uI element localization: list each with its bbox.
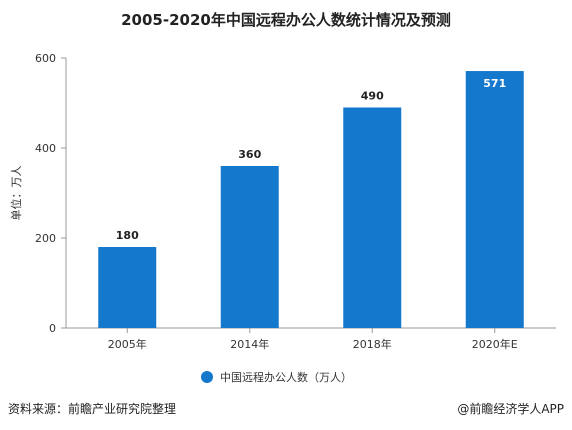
data-label: 360: [238, 148, 261, 161]
bar: [98, 247, 157, 328]
data-label: 490: [361, 90, 384, 103]
chart-title: 2005-2020年中国远程办公人数统计情况及预测: [121, 11, 451, 29]
bar: [220, 166, 279, 328]
source-note: 资料来源：前瞻产业研究院整理: [8, 402, 177, 416]
x-tick-label: 2018年: [353, 337, 392, 351]
x-tick-label: 2005年: [108, 337, 147, 351]
legend-marker: [201, 371, 213, 383]
y-tick-label: 0: [49, 322, 56, 335]
bar: [465, 71, 524, 329]
x-tick-label: 2020年E: [472, 337, 518, 351]
brand-credit: @前瞻经济学人APP: [457, 402, 564, 416]
data-label: 180: [116, 229, 139, 242]
legend-label: 中国远程办公人数（万人）: [220, 371, 352, 384]
y-tick-label: 200: [35, 232, 56, 245]
y-tick-label: 400: [35, 142, 56, 155]
bar: [343, 107, 402, 328]
x-tick-label: 2014年: [230, 337, 269, 351]
y-axis-title: 单位：万人: [9, 166, 23, 221]
y-tick-label: 600: [35, 52, 56, 65]
data-label: 571: [483, 77, 506, 90]
bar-chart: 0 200 400 600 单位：万人 180 2005年 360 2014年 490 2018年 5…: [9, 52, 556, 384]
